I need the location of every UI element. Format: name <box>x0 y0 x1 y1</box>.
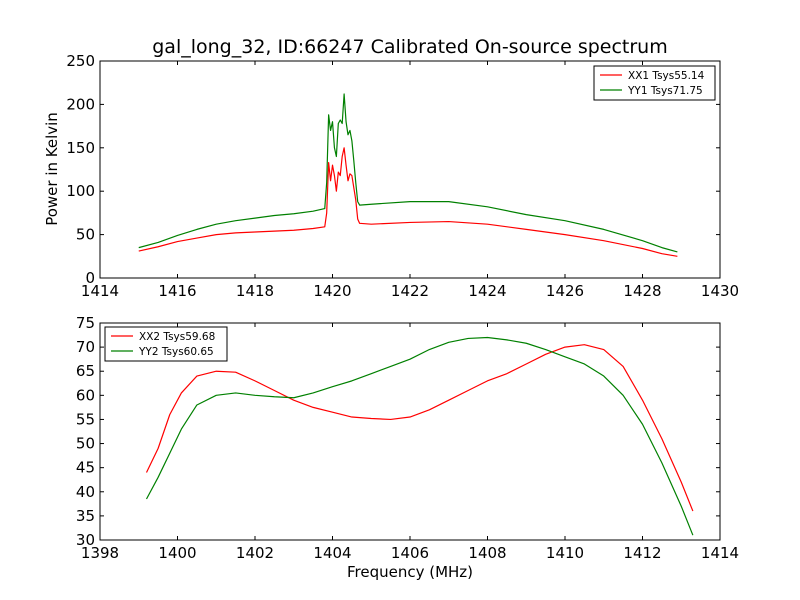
top-x-tick-label: 1422 <box>391 282 429 300</box>
bottom-panel: Frequency (MHz) 1398 1400 1402 1404 1406 1408… <box>76 314 739 581</box>
top-y-tick-label: 150 <box>66 139 95 157</box>
top-series-line-1 <box>138 93 678 253</box>
bottom-series-line-1 <box>145 336 694 536</box>
top-y-axis-label: Power in Kelvin <box>43 112 61 226</box>
bottom-x-tick-label: 1404 <box>313 544 351 562</box>
top-x-tick-label: 1414 <box>81 282 119 300</box>
bottom-y-tick-label: 75 <box>76 314 95 332</box>
top-y-tick-label: 100 <box>66 182 95 200</box>
bottom-y-tick-label: 40 <box>76 483 95 501</box>
bottom-x-tick-label: 1400 <box>158 544 196 562</box>
top-x-tick-label: 1416 <box>158 282 196 300</box>
bottom-legend-label-1: YY2 Tsys60.65 <box>138 346 214 358</box>
top-x-tick-label: 1426 <box>546 282 584 300</box>
bottom-x-tick-label: 1408 <box>468 544 506 562</box>
bottom-x-tick-label: 1406 <box>391 544 429 562</box>
bottom-x-tick-label: 1398 <box>81 544 119 562</box>
bottom-x-tick-label: 1402 <box>236 544 274 562</box>
top-y-tick-label: 200 <box>66 95 95 113</box>
top-legend: XX1 Tsys55.14 YY1 Tsys71.75 <box>593 65 716 101</box>
top-legend-label-0: XX1 Tsys55.14 <box>628 70 705 82</box>
bottom-y-tick-label: 50 <box>76 435 95 453</box>
top-x-tick-label: 1424 <box>468 282 506 300</box>
bottom-y-tick-label: 30 <box>76 531 95 549</box>
top-x-tick-label: 1420 <box>313 282 351 300</box>
top-y-tick-label: 250 <box>66 52 95 70</box>
top-legend-label-1: YY1 Tsys71.75 <box>627 85 703 97</box>
bottom-x-tick-label: 1412 <box>623 544 661 562</box>
bottom-x-axis-label: Frequency (MHz) <box>347 563 473 581</box>
bottom-x-tick-label: 1410 <box>546 544 584 562</box>
bottom-y-tick-label: 65 <box>76 362 95 380</box>
bottom-legend-label-0: XX2 Tsys59.68 <box>139 331 215 343</box>
bottom-y-tick-label: 35 <box>76 507 95 525</box>
bottom-y-tick-label: 60 <box>76 386 95 404</box>
figure-title: gal_long_32, ID:66247 Calibrated On-sour… <box>152 36 667 58</box>
bottom-legend-box <box>104 326 228 362</box>
bottom-y-tick-label: 55 <box>76 410 95 428</box>
top-x-tick-label: 1418 <box>236 282 274 300</box>
bottom-y-tick-label: 70 <box>76 338 95 356</box>
top-y-tick-label: 50 <box>76 226 95 244</box>
bottom-legend: XX2 Tsys59.68 YY2 Tsys60.65 <box>104 326 228 362</box>
top-y-tick-label: 0 <box>85 269 95 287</box>
top-panel: Power in Kelvin 1414 1416 1418 1420 1422 1424… <box>43 52 739 300</box>
bottom-x-tick-label: 1414 <box>701 544 739 562</box>
bottom-series-line-0 <box>145 344 694 512</box>
top-legend-box <box>593 65 716 101</box>
top-x-tick-label: 1428 <box>623 282 661 300</box>
top-x-tick-label: 1430 <box>701 282 739 300</box>
bottom-y-tick-label: 45 <box>76 459 95 477</box>
top-series-line-0 <box>138 147 678 257</box>
